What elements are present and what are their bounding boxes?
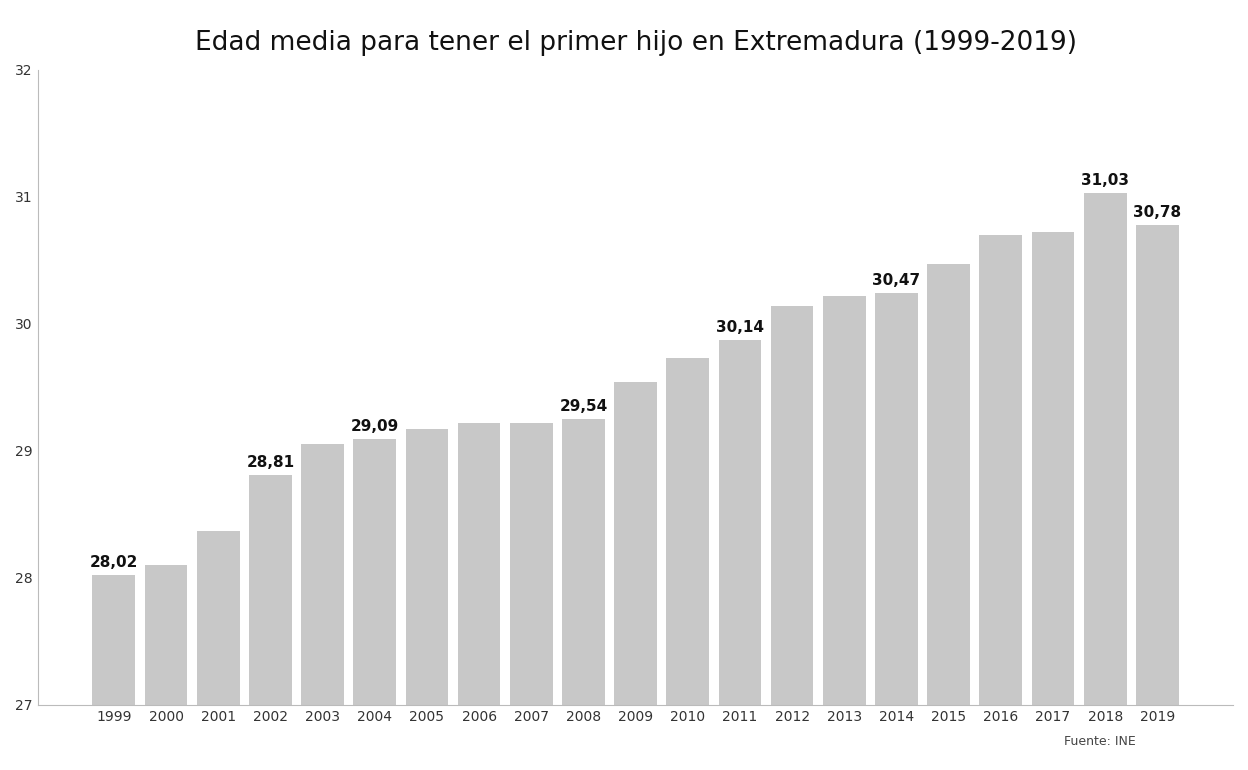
Text: 28,02: 28,02 [90,555,139,570]
Bar [1032,233,1075,705]
Text: 30,14: 30,14 [716,320,764,335]
Title: Edad media para tener el primer hijo en Extremadura (1999-2019): Edad media para tener el primer hijo en … [195,30,1077,56]
Text: 31,03: 31,03 [1081,173,1129,188]
Bar [927,264,970,705]
Bar [875,293,917,705]
Bar [822,296,866,705]
Text: 30,47: 30,47 [872,273,921,288]
Bar [406,429,448,705]
Bar [353,440,396,705]
Text: 28,81: 28,81 [246,455,295,470]
Bar [92,575,135,705]
Bar [562,419,605,705]
Bar [1136,225,1178,705]
Bar [510,423,553,705]
Bar [614,382,656,705]
Bar [197,531,240,705]
Bar [666,358,709,705]
Bar [719,340,761,705]
Text: 29,09: 29,09 [351,419,399,434]
Bar [458,423,500,705]
Bar [145,565,187,705]
Bar [1083,193,1127,705]
Bar [980,235,1022,705]
Bar [771,306,814,705]
Text: 29,54: 29,54 [559,399,608,414]
Bar [301,444,344,705]
Text: 30,78: 30,78 [1133,205,1182,219]
Text: Fuente: INE: Fuente: INE [1065,735,1136,748]
Bar [250,475,292,705]
